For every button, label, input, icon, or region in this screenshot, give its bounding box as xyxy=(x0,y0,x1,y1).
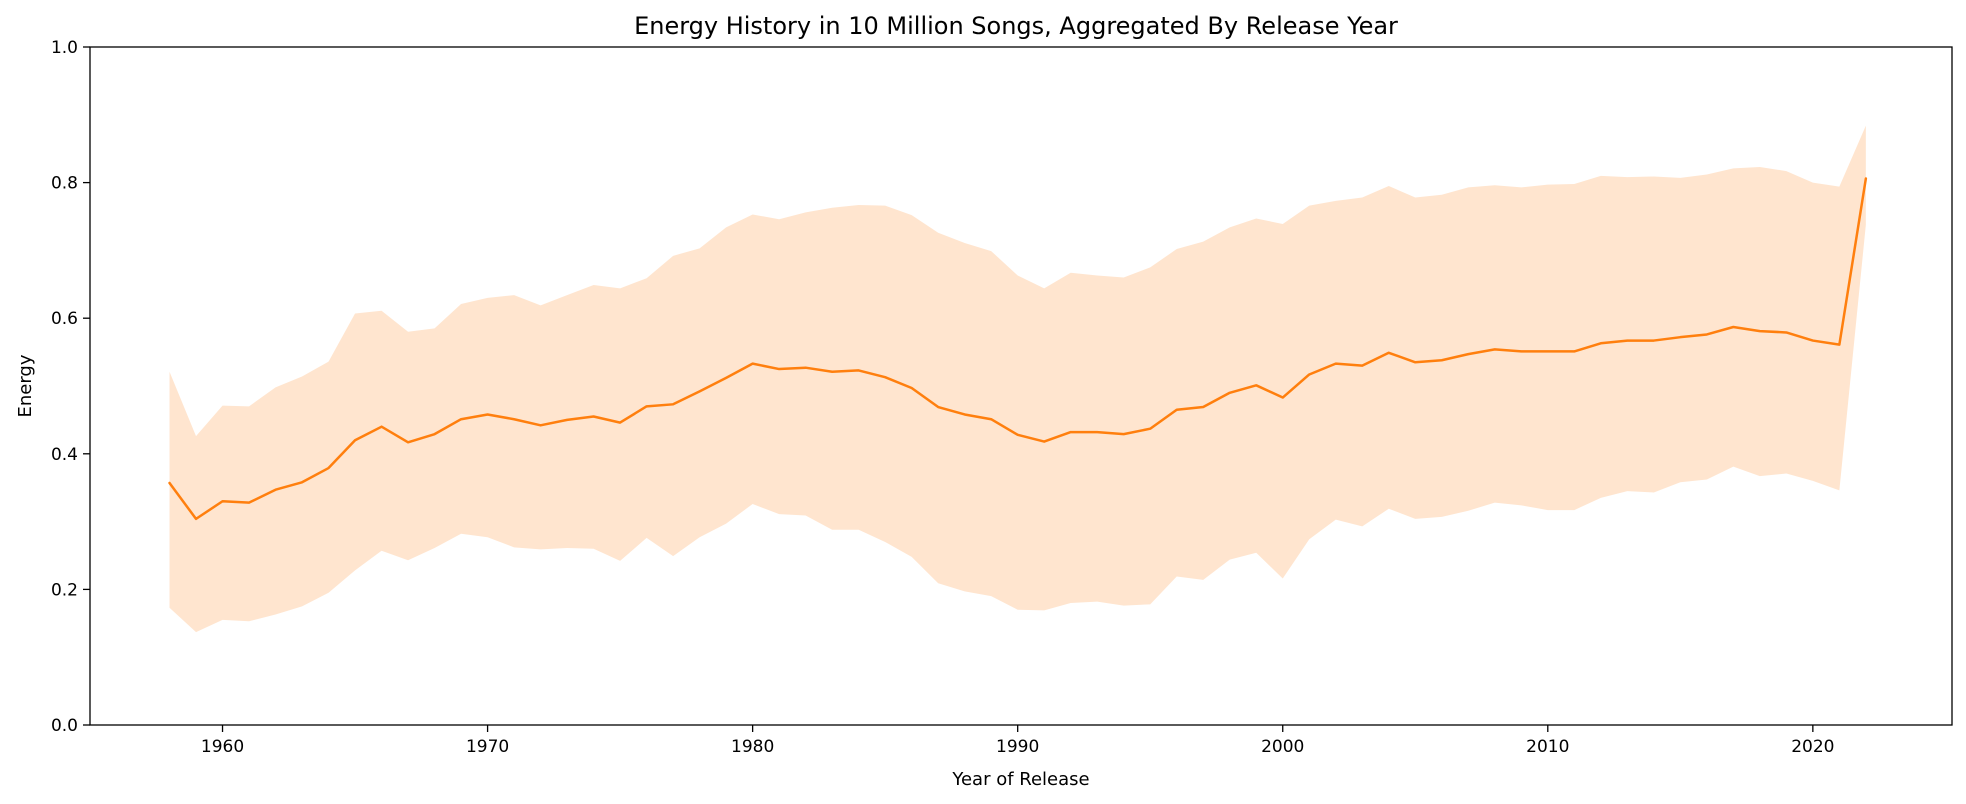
y-tick-label: 0.6 xyxy=(51,309,78,329)
x-tick-label: 2010 xyxy=(1526,737,1569,757)
energy-mean-line xyxy=(168,177,1868,521)
x-tick-label: 2020 xyxy=(1791,737,1834,757)
y-tick-label: 1.0 xyxy=(51,38,78,58)
plot-area xyxy=(168,125,1868,633)
y-tick-label: 0.8 xyxy=(51,174,78,194)
x-tick-label: 1990 xyxy=(996,737,1039,757)
x-axis: 1960 1970 1980 1990 2000 2010 2020 xyxy=(201,725,1834,757)
y-tick-label: 0.2 xyxy=(51,580,78,600)
y-axis-label: Energy xyxy=(15,354,36,417)
x-tick-label: 1960 xyxy=(201,737,244,757)
x-axis-label: Year of Release xyxy=(951,769,1089,790)
confidence-band xyxy=(169,125,1866,633)
chart-title: Energy History in 10 Million Songs, Aggr… xyxy=(634,12,1398,40)
x-tick-label: 1980 xyxy=(731,737,774,757)
y-axis: 0.0 0.2 0.4 0.6 0.8 1.0 xyxy=(51,38,90,736)
y-tick-label: 0.4 xyxy=(51,445,78,465)
x-tick-label: 2000 xyxy=(1261,737,1304,757)
y-tick-label: 0.0 xyxy=(51,716,78,736)
x-tick-label: 1970 xyxy=(466,737,509,757)
axes-frame xyxy=(89,46,1953,726)
